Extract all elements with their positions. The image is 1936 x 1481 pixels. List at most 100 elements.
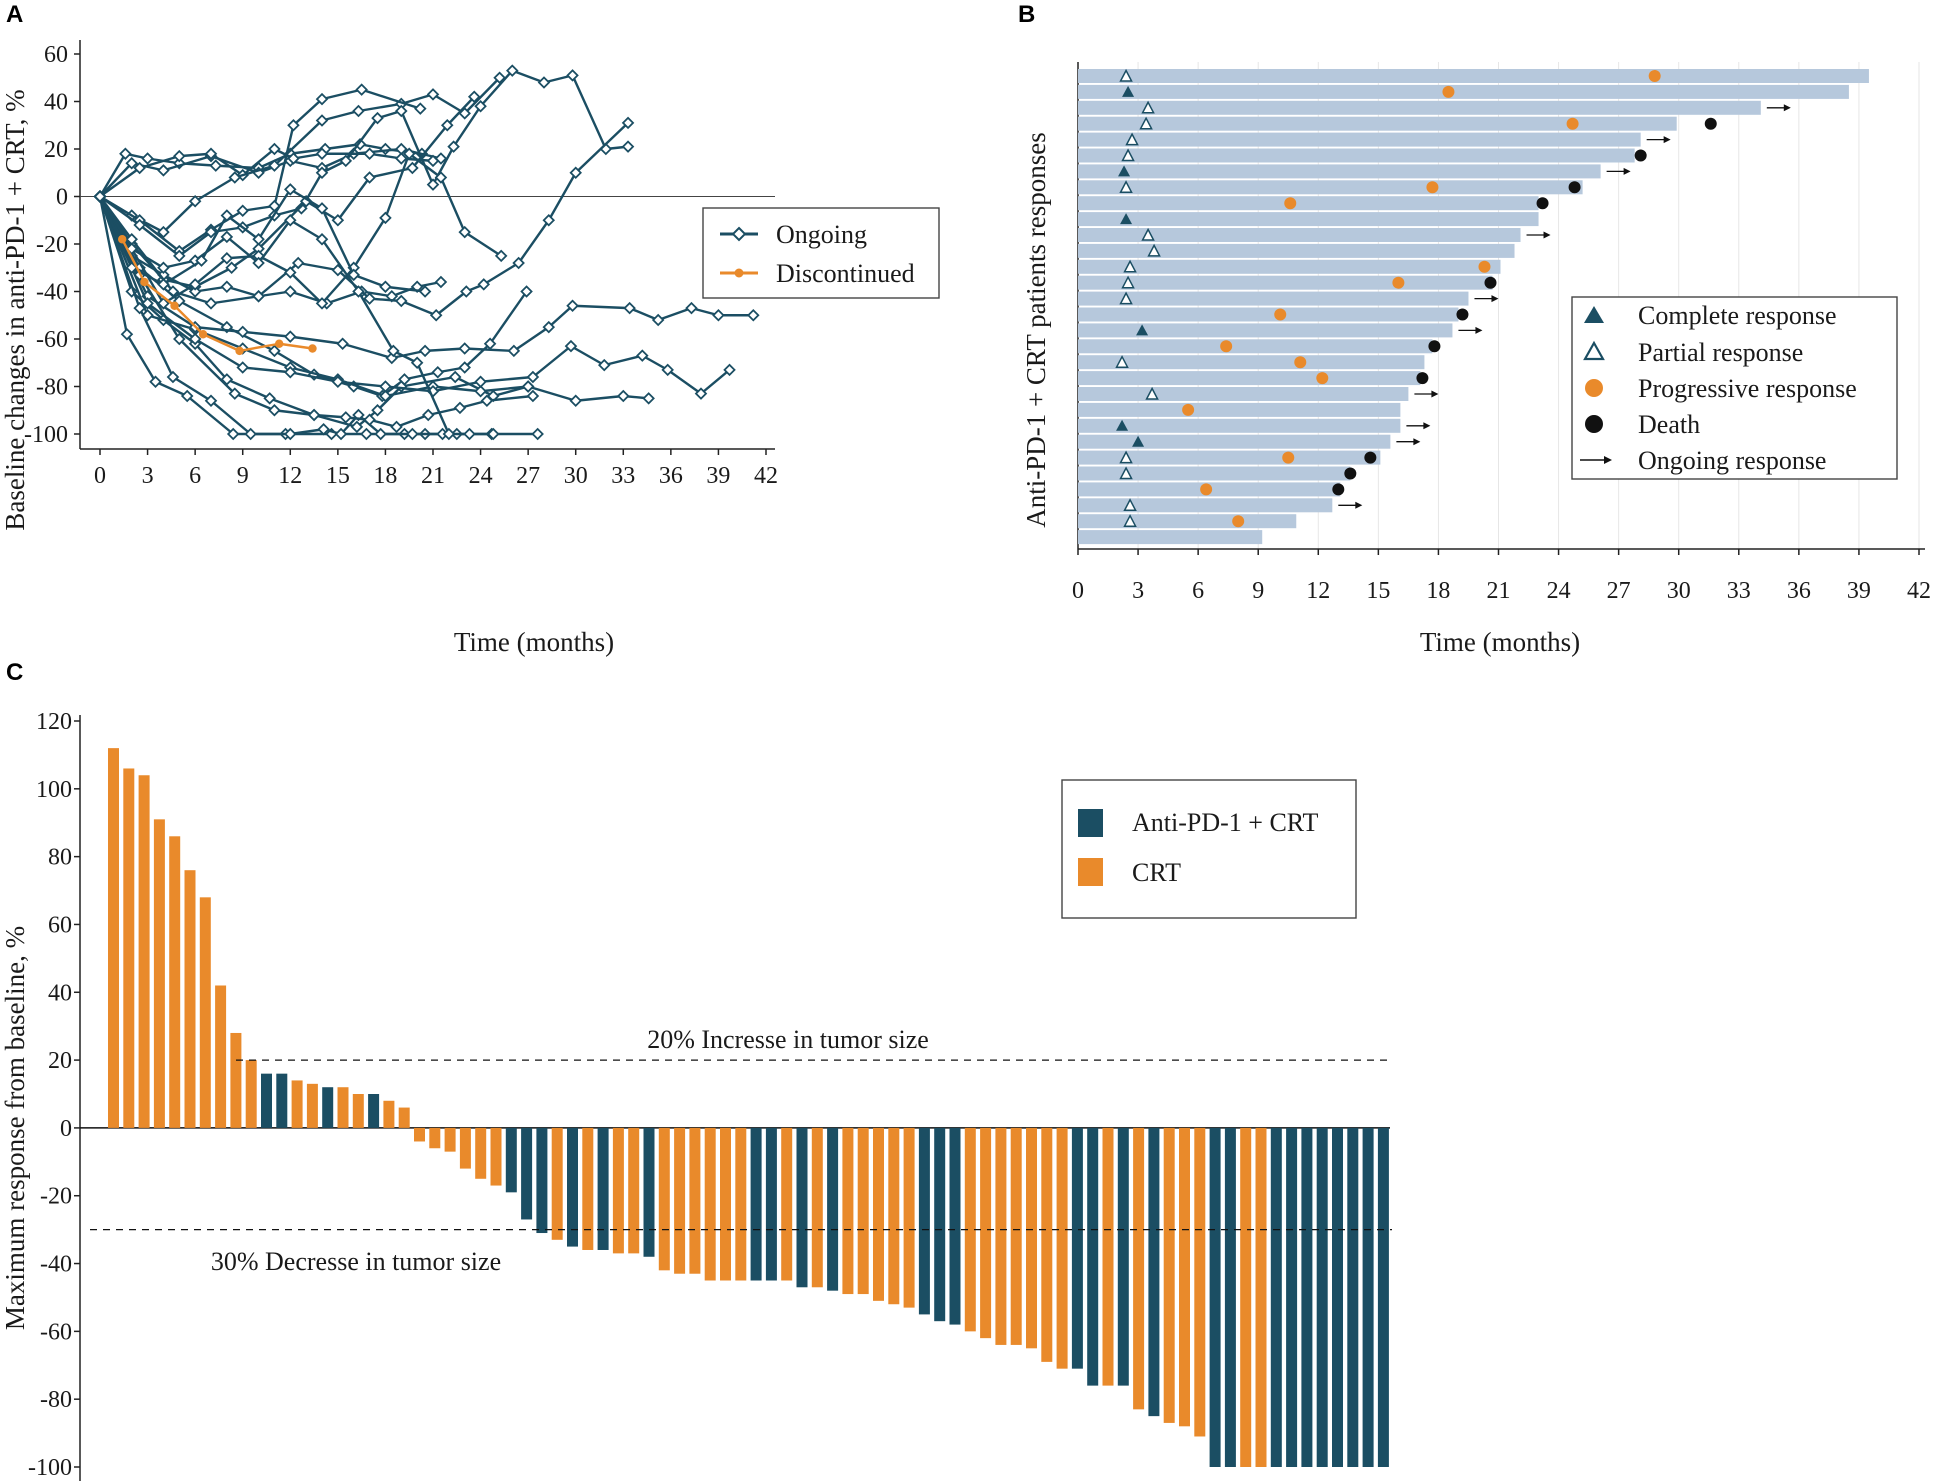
- data-point: [244, 427, 257, 441]
- data-point: [133, 301, 146, 315]
- patient-bar-17: [1078, 323, 1453, 338]
- panel-a-label: A: [6, 1, 23, 28]
- data-point: [395, 104, 408, 118]
- response-bar-19: [383, 1100, 395, 1128]
- response-bar-34: [612, 1127, 624, 1254]
- data-point: [173, 332, 186, 346]
- data-point: [331, 213, 345, 227]
- data-point: [331, 375, 345, 389]
- data-point: [140, 277, 149, 287]
- patient-bar-1: [1078, 69, 1869, 83]
- response-bar-32: [582, 1127, 594, 1250]
- legend-complete-label: Complete response: [1638, 301, 1837, 330]
- legend-crt-swatch: [1078, 858, 1103, 886]
- data-point: [287, 118, 300, 132]
- patient-bar-16: [1078, 307, 1459, 322]
- response-bar-51: [873, 1127, 884, 1301]
- legend-anti-pd1-swatch: [1078, 809, 1103, 837]
- data-point: [434, 171, 448, 184]
- data-point: [120, 327, 134, 341]
- data-point: [418, 285, 432, 298]
- data-point: [141, 297, 154, 310]
- data-point: [220, 280, 234, 294]
- response-bar-68: [1133, 1127, 1145, 1410]
- legend-discontinued-label: Discontinued: [776, 259, 915, 288]
- data-point: [458, 361, 471, 374]
- progressive-response-marker: [1282, 451, 1295, 464]
- data-point: [315, 147, 329, 161]
- data-point: [621, 140, 635, 153]
- x-tick-label: 12: [1306, 578, 1330, 604]
- patient-bar-22: [1078, 402, 1401, 417]
- legend-death-label: Death: [1638, 410, 1700, 439]
- ongoing-arrow-head: [1475, 326, 1483, 334]
- data-point: [315, 166, 329, 180]
- data-point: [526, 389, 540, 403]
- data-point: [374, 427, 387, 441]
- patient-bar-18: [1078, 339, 1433, 354]
- y-tick-label: -80: [36, 375, 68, 401]
- progressive-response-marker: [1182, 403, 1195, 416]
- panel-a-y-axis-label: Baseline changes in anti-PD-1 + CRT, %: [0, 89, 30, 530]
- data-point: [493, 71, 506, 85]
- data-point: [597, 358, 611, 372]
- data-point: [480, 394, 494, 408]
- x-tick-label: 9: [1252, 578, 1264, 604]
- data-point: [426, 154, 440, 168]
- y-tick-label: -80: [40, 1387, 72, 1413]
- response-bar-24: [459, 1127, 471, 1169]
- x-tick-label: 42: [754, 463, 778, 489]
- patient-bar-20: [1078, 371, 1421, 386]
- y-tick-label: -40: [40, 1252, 72, 1278]
- x-tick-label: 39: [706, 463, 730, 489]
- response-bar-63: [1056, 1127, 1068, 1369]
- data-point: [569, 394, 582, 408]
- complete-response-marker: [1118, 165, 1131, 177]
- data-point: [371, 403, 384, 417]
- y-tick-label: -60: [40, 1319, 72, 1345]
- data-point: [133, 161, 146, 175]
- complete-response-marker: [1122, 85, 1135, 97]
- response-bar-59: [995, 1127, 1007, 1345]
- data-point: [623, 301, 636, 315]
- x-tick-label: 42: [1907, 578, 1931, 604]
- response-bar-61: [1026, 1127, 1037, 1349]
- response-bar-80: [1316, 1127, 1328, 1467]
- y-tick-label: 0: [56, 185, 68, 211]
- panel-b-markers: [1115, 68, 1791, 528]
- legend-partial-label: Partial response: [1638, 338, 1803, 367]
- data-point: [317, 422, 330, 436]
- data-point: [170, 301, 179, 310]
- legend-crt-label: CRT: [1132, 858, 1181, 887]
- panel-b-legend: Complete response Partial response Progr…: [1571, 296, 1898, 480]
- response-bar-62: [1041, 1127, 1053, 1362]
- response-bar-79: [1301, 1127, 1313, 1467]
- x-tick-label: 6: [1192, 578, 1204, 604]
- data-point: [226, 427, 240, 441]
- data-point: [284, 183, 297, 196]
- panel-c-axes: 120 100 80 60 40 20 0 -20 -40 -60 -80 -100: [28, 709, 1390, 1481]
- data-point: [379, 380, 392, 393]
- data-point: [195, 254, 208, 267]
- response-bar-14: [306, 1083, 318, 1128]
- response-bar-71: [1179, 1127, 1190, 1427]
- data-point: [363, 147, 376, 161]
- progressive-response-marker: [1648, 70, 1661, 82]
- data-point: [235, 346, 244, 356]
- progressive-response-marker: [1200, 483, 1213, 496]
- data-point: [119, 147, 132, 161]
- response-bar-16: [337, 1087, 349, 1128]
- data-point: [236, 361, 249, 374]
- complete-response-marker: [1116, 419, 1129, 431]
- data-point: [228, 387, 242, 400]
- data-point: [406, 161, 419, 175]
- data-point: [188, 332, 202, 346]
- data-point: [209, 159, 223, 172]
- y-tick-label: 120: [36, 709, 72, 735]
- data-point: [486, 427, 500, 441]
- data-point: [225, 261, 238, 275]
- data-point: [339, 154, 353, 168]
- ongoing-arrow-head: [1431, 390, 1439, 398]
- x-tick-label: 18: [373, 463, 397, 489]
